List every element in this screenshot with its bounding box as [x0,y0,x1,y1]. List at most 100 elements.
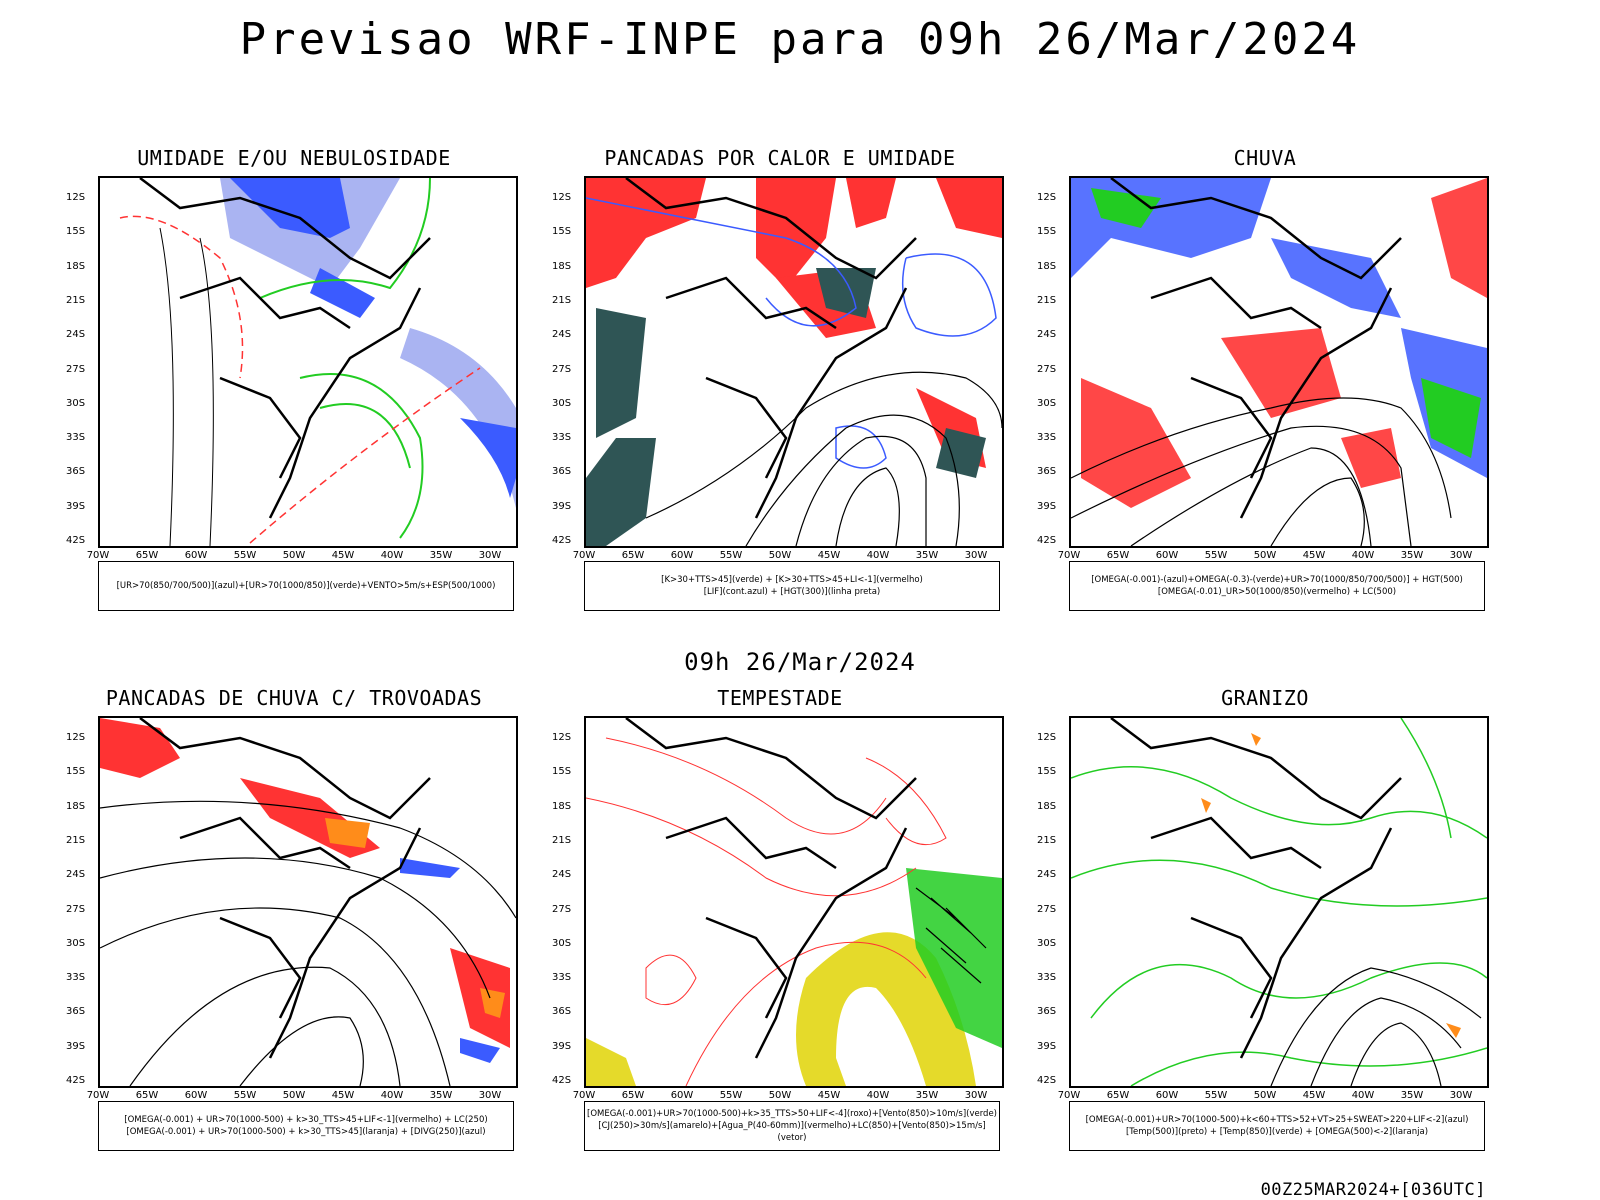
lat-tick-label: 42S [1037,535,1057,546]
lon-tick-label: 50W [768,1090,792,1101]
lat-tick-label: 12S [66,732,86,743]
legend-line: [OMEGA(-0.001)+UR>70(1000-500)+k<60+TTS>… [1085,1115,1469,1125]
height-contour [645,371,1002,519]
lat-tick-label: 15S [552,226,572,238]
lon-tick-label: 35W [915,1090,939,1101]
legend-line: [UR>70(850/700/500)](azul)+[UR>70(1000/8… [116,581,496,591]
map-overlay [1071,718,1487,1086]
lon-tick-label: 30W [1449,1090,1473,1101]
legend-box: [OMEGA(-0.001)+UR>70(1000-500)+k>35_TTS>… [584,1101,1000,1151]
lat-tick-label: 18S [66,260,86,272]
rain-area-red [1081,378,1191,508]
country-border [219,376,302,479]
lon-tick-label: 60W [184,1090,208,1101]
lat-tick-label: 18S [552,800,572,812]
lon-tick-label: 45W [817,1090,841,1101]
lat-tick-label: 36S [552,1006,572,1018]
lon-tick-label: 60W [670,550,694,561]
lon-tick-label: 60W [670,1090,694,1101]
water-contour-red [685,941,927,1086]
lat-tick-label: 12S [1037,192,1057,203]
country-border [665,816,837,870]
temp850-contour [1090,962,1487,1019]
country-border [1110,718,1402,820]
lif-contour-blue [901,253,997,337]
lat-tick-label: 18S [66,800,86,812]
panel-title: PANCADAS POR CALOR E UMIDADE [604,146,956,170]
lat-tick-label: 30S [66,397,86,409]
water-contour-red [865,757,947,846]
lon-tick-label: 55W [1204,550,1228,561]
humidity-area-light [400,328,516,508]
lon-tick-label: 35W [1400,550,1424,561]
legend-line: [OMEGA(-0.001) + UR>70(1000-500) + k>30_… [124,1115,488,1125]
legend-box: [UR>70(850/700/500)](azul)+[UR>70(1000/8… [98,561,514,611]
coastline [1239,287,1393,519]
lon-tick-label: 40W [1351,1090,1375,1101]
lon-tick-label: 65W [1106,550,1130,561]
humidity-contour-green [259,178,431,299]
lon-tick-label: 55W [233,1090,257,1101]
panel-tempestade: TEMPESTADE [OMEGA(-0.001)+UR>70(1000-500… [540,686,1020,1176]
rain-area-red [1221,328,1341,418]
lat-tick-label: 39S [66,1040,86,1052]
lon-tick-label: 45W [1302,1090,1326,1101]
lon-tick-label: 45W [817,550,841,561]
lat-tick-label: 42S [66,1075,86,1086]
lat-tick-label: 39S [552,1040,572,1052]
lat-tick-label: 36S [1037,1006,1057,1018]
water-contour-red [605,737,887,835]
temp500-contour [1310,997,1462,1086]
lon-tick-label: 35W [429,550,453,561]
country-border [1150,276,1322,330]
lat-tick-label: 15S [552,766,572,778]
legend-box: [K>30+TTS>45](verde) + [K>30+TTS>45+LI<-… [584,561,1000,611]
rain-area-red [1341,428,1401,488]
lat-tick-label: 39S [66,500,86,512]
lon-tick-label: 30W [1449,550,1473,561]
legend-line: [LIF](cont.azul) + [HGT(300)](linha pret… [703,587,881,597]
rain-area-red [1431,178,1487,298]
lat-tick-label: 30S [66,937,86,949]
lat-tick-label: 21S [66,834,86,846]
lat-tick-label: 27S [552,903,572,915]
divergence-blue [400,858,460,878]
run-time-label: 00Z25MAR2024+[036UTC] [1260,1180,1486,1200]
lat-tick-label: 39S [1037,1040,1057,1052]
coastline [268,287,422,519]
lon-tick-label: 40W [866,1090,890,1101]
lat-tick-label: 24S [1037,869,1057,881]
lif-contour-blue [835,425,887,469]
height-contour [745,414,960,546]
panel-umidade: UMIDADE E/OU NEBULOSIDADE [UR>70(850/700… [54,146,534,636]
country-border [1190,376,1273,479]
streamline [129,966,401,1086]
temp500-contour [1350,1022,1442,1086]
thickness-contour-red [119,215,244,379]
legend-line: [OMEGA(-0.001)-(azul)+OMEGA(-0.3)-(verde… [1091,575,1463,585]
lon-tick-label: 50W [1253,550,1277,561]
lon-tick-label: 70W [86,1090,110,1101]
humidity-area-blue [230,178,350,238]
map-frame [1069,716,1489,1088]
instability-area-teal [586,438,656,546]
lat-tick-label: 21S [552,834,572,846]
streamline [100,800,516,919]
rain-area-blue [1271,238,1401,318]
lon-tick-label: 70W [572,550,596,561]
lon-tick-label: 50W [282,1090,306,1101]
lat-tick-label: 15S [66,766,86,778]
lat-tick-label: 21S [1037,834,1057,846]
lat-tick-label: 42S [552,535,572,546]
lon-tick-label: 60W [1155,550,1179,561]
lon-tick-label: 70W [86,550,110,561]
lon-tick-label: 70W [572,1090,596,1101]
height-contour [1130,447,1372,546]
panel-granizo: GRANIZO [OMEGA(-0.001)+UR>70(1000-500)+k… [1025,686,1505,1176]
instability-area-teal [936,428,986,478]
temp850-contour [1071,766,1487,839]
lon-tick-label: 50W [1253,1090,1277,1101]
legend-box: [OMEGA(-0.001)-(azul)+OMEGA(-0.3)-(verde… [1069,561,1485,611]
lat-tick-label: 33S [1037,972,1057,984]
country-border [625,718,917,820]
